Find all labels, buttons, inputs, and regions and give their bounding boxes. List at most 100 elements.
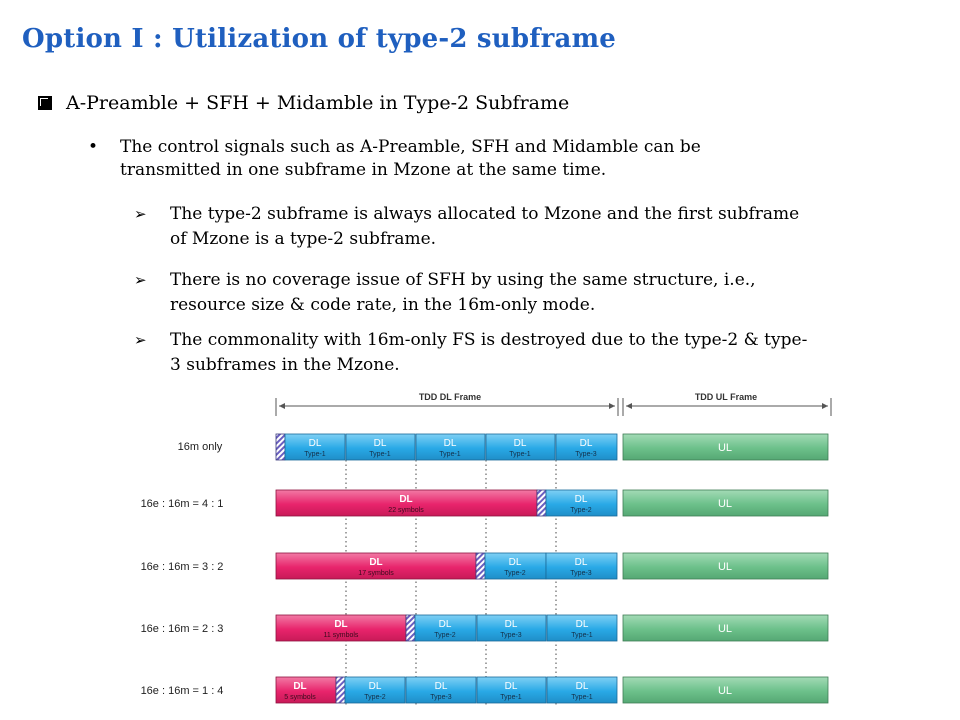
subframe-block: [414, 614, 477, 642]
subframe-top-label: DL: [576, 619, 589, 630]
subframe-type-label: Type-2: [434, 632, 456, 639]
sub-bullet-3-line-1: The commonality with 16m-only FS is dest…: [170, 330, 808, 350]
subframe-block: [476, 614, 547, 642]
row-label-3-2: 16e : 16m = 3 : 2: [141, 561, 224, 573]
preamble-hatch-block: [335, 676, 346, 704]
subframe-type-label: Type-2: [504, 570, 526, 577]
legacy-symbols-label: 22 symbols: [388, 507, 424, 514]
subframe-top-label: DL: [374, 438, 387, 449]
ul-block: [622, 676, 829, 704]
sub-bullet-2-line-1: There is no coverage issue of SFH by usi…: [170, 270, 756, 290]
ul-block: [622, 489, 829, 517]
row-labels: 16m only 16e : 16m = 4 : 1 16e : 16m = 3…: [141, 441, 224, 697]
dl-frame-label: TDD DL Frame: [419, 392, 481, 402]
subframe-type-label: Type-1: [369, 451, 391, 458]
ul-label: UL: [718, 623, 732, 635]
ul-label: UL: [718, 685, 732, 697]
preamble-hatch-block: [275, 433, 286, 461]
subframe-type-label: Type-3: [430, 694, 452, 701]
subframe-top-label: DL: [505, 619, 518, 630]
subframe-top-label: DL: [309, 438, 322, 449]
ul-block: [622, 552, 829, 580]
heading-item: A-Preamble + SFH + Midamble in Type-2 Su…: [38, 92, 569, 114]
sub-bullet-1-line-1: The type-2 subframe is always allocated …: [170, 204, 800, 224]
subframe-type-label: Type-1: [571, 632, 593, 639]
preamble-hatch-block: [405, 614, 416, 642]
legacy-symbols-label: 5 symbols: [284, 694, 316, 701]
frame-row-4-1: DL 22 symbols DL Type-2 UL: [275, 489, 829, 517]
subframe-top-label: DL: [369, 681, 382, 692]
subframe-block: [405, 676, 477, 704]
subframe-block: [546, 676, 618, 704]
legacy-dl-label: DL: [334, 619, 347, 630]
subframe-top-label: DL: [580, 438, 593, 449]
subframe-top-label: DL: [514, 438, 527, 449]
subframe-top-label: DL: [435, 681, 448, 692]
ul-label: UL: [718, 561, 732, 573]
preamble-hatch-block: [475, 552, 486, 580]
bullet-line-2: transmitted in one subframe in Mzone at …: [120, 160, 607, 180]
ul-frame-label: TDD UL Frame: [695, 392, 757, 402]
arrow-bullet-icon: ➢: [134, 331, 147, 349]
dl-right-arrowhead: [609, 403, 615, 409]
row-label-1-4: 16e : 16m = 1 : 4: [141, 685, 224, 697]
subframe-type-label: Type-2: [364, 694, 386, 701]
legacy-symbols-label: 17 symbols: [358, 570, 394, 577]
subframe-block: [555, 433, 618, 461]
row-label-4-1: 16e : 16m = 4 : 1: [141, 498, 224, 510]
legacy-dl-block: [275, 489, 538, 517]
subframe-top-label: DL: [509, 557, 522, 568]
subframe-block: [545, 552, 618, 580]
sub-bullet-3-line-2: 3 subframes in the Mzone.: [170, 355, 400, 375]
subframe-type-label: Type-1: [304, 451, 326, 458]
subframe-type-label: Type-2: [570, 507, 592, 514]
bullet-dot-icon: •: [88, 137, 99, 157]
bullet-text: The control signals such as A-Preamble, …: [120, 136, 840, 182]
subframe-type-label: Type-3: [500, 632, 522, 639]
frame-row-3-2: DL 17 symbols DL Type-2 DL Type-3 UL: [275, 552, 829, 580]
legacy-dl-label: DL: [293, 681, 306, 692]
frame-row-2-3: DL 11 symbols DL Type-2 DL Type-3 DL Typ…: [275, 614, 829, 642]
subframe-top-label: DL: [505, 681, 518, 692]
ul-label: UL: [718, 498, 732, 510]
preamble-hatch-block: [536, 489, 547, 517]
subframe-type-label: Type-1: [439, 451, 461, 458]
ul-left-arrowhead: [626, 403, 632, 409]
frame-row-16m-only: DL Type-1 DL Type-1 DL Type-1 DL Type-1 …: [275, 433, 829, 461]
subframe-block: [284, 433, 346, 461]
subframe-type-label: Type-1: [509, 451, 531, 458]
sub-bullet-2-line-2: resource size & code rate, in the 16m-on…: [170, 295, 596, 315]
frame-row-1-4: DL 5 symbols DL Type-2 DL Type-3 DL Type…: [275, 676, 829, 704]
row-label-16m-only: 16m only: [178, 441, 223, 453]
frame-header: TDD DL Frame TDD UL Frame: [275, 391, 832, 416]
bullet-line-1: The control signals such as A-Preamble, …: [120, 137, 701, 157]
subframe-type-label: Type-1: [500, 694, 522, 701]
subframe-block: [476, 676, 547, 704]
subframe-block: [545, 489, 618, 517]
legacy-symbols-label: 11 symbols: [324, 632, 359, 639]
legacy-dl-block: [275, 614, 407, 642]
subframe-top-label: DL: [575, 494, 588, 505]
ul-right-arrowhead: [822, 403, 828, 409]
checkbox-bullet-icon: [38, 96, 52, 110]
subframe-block: [485, 433, 556, 461]
subframe-block: [345, 433, 416, 461]
subframe-block: [415, 433, 486, 461]
subframe-top-label: DL: [444, 438, 457, 449]
dl-left-arrowhead: [279, 403, 285, 409]
subframe-type-label: Type-3: [570, 570, 592, 577]
sub-bullet-1-line-2: of Mzone is a type-2 subframe.: [170, 229, 437, 249]
subframe-type-label: Type-1: [571, 694, 593, 701]
subframe-type-label: Type-3: [575, 451, 597, 458]
subframe-top-label: DL: [575, 557, 588, 568]
ul-block: [622, 614, 829, 642]
subframe-top-label: DL: [439, 619, 452, 630]
heading-text: A-Preamble + SFH + Midamble in Type-2 Su…: [66, 92, 570, 114]
subframe-block: [484, 552, 547, 580]
legacy-dl-label: DL: [399, 494, 412, 505]
subframe-top-label: DL: [576, 681, 589, 692]
ul-label: UL: [718, 442, 732, 454]
row-label-2-3: 16e : 16m = 2 : 3: [141, 623, 224, 635]
